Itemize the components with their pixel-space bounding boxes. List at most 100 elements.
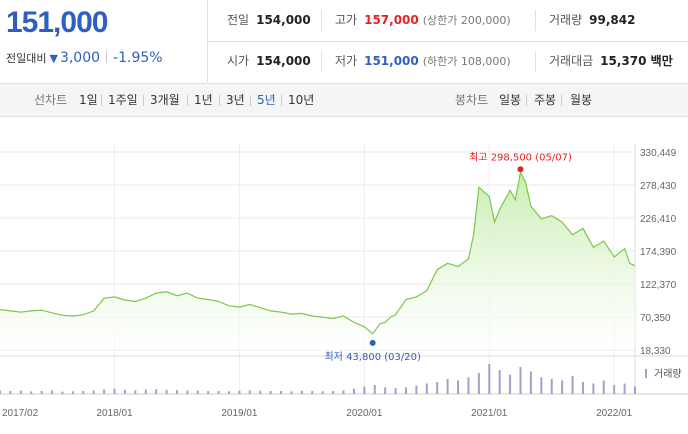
- volume-bar: [123, 389, 126, 394]
- divider: [535, 51, 536, 72]
- upper-limit: (상한가 200,000): [422, 14, 511, 27]
- divider: [561, 95, 562, 106]
- y-tick-label: 174,390: [640, 247, 677, 258]
- divider: [321, 51, 322, 72]
- stat-low: 저가 151,000 (하한가 108,000): [335, 41, 511, 82]
- volume-label: 거래량: [654, 368, 682, 380]
- volume-bar: [519, 367, 522, 394]
- divider: [281, 95, 282, 106]
- volume-bar: [228, 391, 231, 394]
- chart-period-tabs: 선차트 1일 1주일 3개월 1년 3년 5년 10년 봉차트 일봉 주봉 월봉: [0, 83, 688, 117]
- stat-label: 거래대금: [549, 54, 594, 68]
- volume-bar: [9, 391, 12, 394]
- volume-bar: [217, 391, 220, 394]
- x-tick-label: 2020/01: [346, 408, 383, 419]
- volume-bar: [425, 383, 428, 394]
- volume-bar: [571, 376, 574, 394]
- volume-bar: [248, 390, 251, 394]
- x-tick-label: 2018/01: [96, 408, 133, 419]
- volume-bar: [280, 391, 283, 394]
- volume-bar: [92, 390, 95, 394]
- volume-bar: [488, 364, 491, 394]
- volume-bar: [446, 379, 449, 394]
- volume-bar: [457, 380, 460, 394]
- volume-bar: [311, 391, 314, 394]
- volume-bar: [477, 373, 480, 394]
- line-chart-label: 선차트: [34, 93, 68, 107]
- y-tick-label: 18,330: [640, 346, 671, 357]
- tab-10year[interactable]: 10년: [288, 93, 315, 107]
- stat-label: 저가: [335, 54, 358, 68]
- high-marker: [517, 166, 524, 173]
- current-price: 151,000: [6, 6, 108, 39]
- stat-label: 거래량: [549, 13, 583, 27]
- stats-row: 시가 154,000 저가 151,000 (하한가 108,000) 거래대금 15,…: [208, 41, 688, 82]
- volume-bar: [259, 390, 262, 394]
- volume-bar: [540, 377, 543, 394]
- volume-bar: [415, 385, 418, 394]
- tab-monthly-candle[interactable]: 월봉: [570, 93, 593, 107]
- quote-stats: 전일 154,000 고가 157,000 (상한가 200,000) 거래량 99,8…: [207, 0, 688, 82]
- change-amount: 3,000: [59, 50, 101, 66]
- price-chart-svg: 330,449 278,430 226,410 174,390 122,370 70,35…: [0, 144, 688, 419]
- volume-bar: [175, 390, 178, 394]
- tab-1week[interactable]: 1주일: [108, 93, 138, 107]
- stat-label: 시가: [227, 54, 250, 68]
- divider: [219, 95, 220, 106]
- volume-bar: [134, 390, 137, 394]
- volume-legend-icon: [645, 369, 647, 378]
- volume-bar: [300, 390, 303, 394]
- divider: [526, 95, 527, 106]
- volume-bar: [561, 380, 564, 394]
- lower-limit: (하한가 108,000): [422, 55, 511, 68]
- x-tick-label: 2019/01: [221, 408, 258, 419]
- tab-weekly-candle[interactable]: 주봉: [534, 93, 557, 107]
- tab-3month[interactable]: 3개월: [150, 93, 180, 107]
- volume-bar: [352, 388, 355, 394]
- tab-1day[interactable]: 1일: [79, 93, 98, 107]
- divider: [106, 51, 108, 63]
- volume-bar: [436, 382, 439, 394]
- quote-header: 151,000 전일대비 ▼ 3,000 -1.95% 전일 154,000 고가 157…: [0, 0, 688, 82]
- volume-bar: [19, 390, 22, 394]
- x-tick-label: 2022/01: [596, 408, 633, 419]
- volume-bar: [550, 379, 553, 394]
- y-tick-label: 226,410: [640, 214, 677, 225]
- stat-label: 전일: [227, 13, 250, 27]
- stat-value: 99,842: [589, 13, 636, 27]
- stat-volume: 거래량 99,842: [549, 0, 635, 41]
- divider: [143, 95, 144, 106]
- stat-amount: 거래대금 15,370 백만: [549, 41, 673, 82]
- low-marker: [369, 339, 376, 346]
- volume-bar: [613, 385, 616, 394]
- tab-5year[interactable]: 5년: [257, 93, 276, 107]
- volume-bar: [602, 380, 605, 394]
- tab-1year[interactable]: 1년: [194, 93, 213, 107]
- divider: [250, 95, 251, 106]
- stat-value: 154,000: [256, 13, 311, 27]
- stat-value: 15,370 백만: [600, 54, 673, 68]
- y-tick-label: 278,430: [640, 181, 677, 192]
- volume-bar: [592, 383, 595, 394]
- volume-bar: [186, 390, 189, 394]
- volume-bar: [321, 391, 324, 394]
- volume-bar: [61, 391, 64, 394]
- change-row: 전일대비 ▼ 3,000 -1.95%: [6, 50, 163, 66]
- volume-bar: [40, 391, 43, 394]
- volume-bar: [113, 388, 116, 394]
- tab-3year[interactable]: 3년: [226, 93, 245, 107]
- price-area: [0, 172, 635, 350]
- volume-bar: [509, 374, 512, 394]
- stat-high: 고가 157,000 (상한가 200,000): [335, 0, 511, 41]
- volume-bar: [404, 387, 407, 394]
- stats-row: 전일 154,000 고가 157,000 (상한가 200,000) 거래량 99,8…: [208, 0, 688, 42]
- low-label: 최저 43,800 (03/20): [324, 351, 420, 363]
- volume-bar: [269, 391, 272, 394]
- price-summary: 151,000 전일대비 ▼ 3,000 -1.95%: [0, 0, 205, 82]
- volume-bar: [207, 391, 210, 394]
- y-tick-label: 70,350: [640, 313, 671, 324]
- tab-daily-candle[interactable]: 일봉: [499, 93, 522, 107]
- volume-bar: [529, 371, 532, 394]
- high-label: 최고 298,500 (05/07): [469, 151, 572, 163]
- volume-bar: [342, 390, 345, 394]
